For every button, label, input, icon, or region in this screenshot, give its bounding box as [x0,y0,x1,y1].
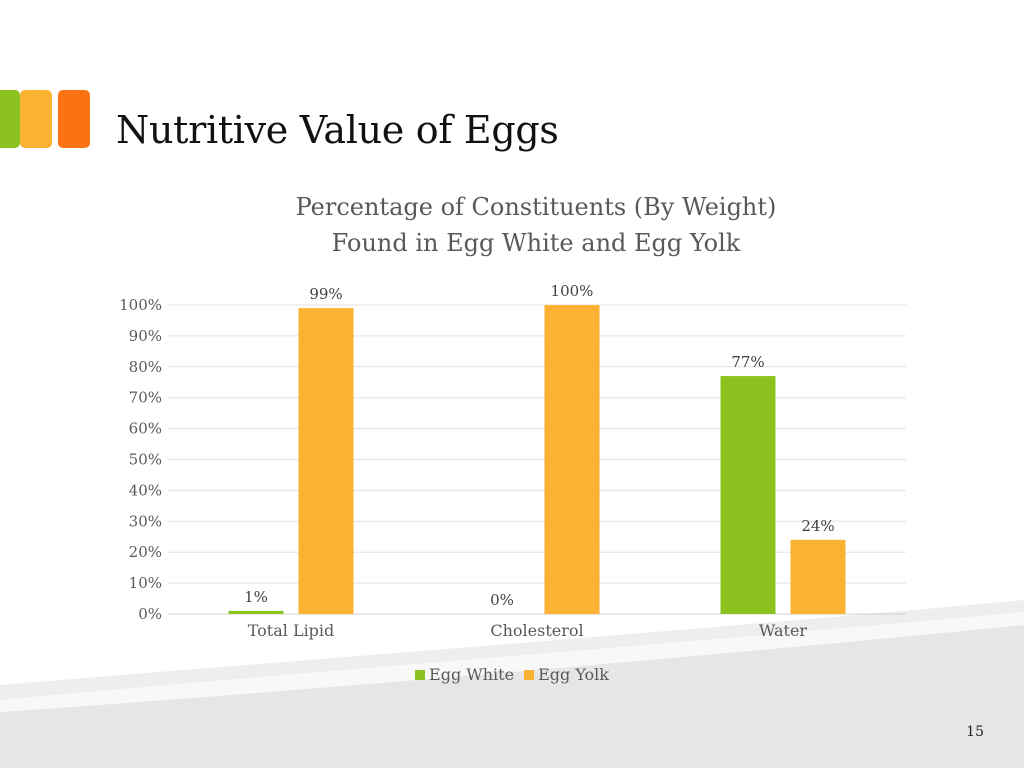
chart-legend: Egg White Egg Yolk [0,665,1024,684]
data-label: 99% [309,285,342,303]
data-label: 0% [490,591,514,609]
legend-label-egg-yolk: Egg Yolk [538,665,609,684]
legend-item-egg-yolk: Egg Yolk [524,665,609,684]
bar-egg-white [228,610,284,614]
data-label: 77% [731,353,764,371]
accent-bar-orange [58,90,90,148]
accent-bar-green [0,90,20,148]
y-tick-label: 20% [129,543,162,561]
y-tick-label: 100% [119,296,162,314]
slide-number: 15 [966,724,984,740]
data-label: 100% [551,282,594,300]
y-tick-label: 50% [129,451,162,469]
bar-egg-white [720,376,776,614]
x-tick-label: Total Lipid [248,621,335,640]
y-tick-label: 0% [138,605,162,623]
data-label: 24% [801,517,834,535]
y-tick-label: 10% [129,574,162,592]
bar-egg-yolk [298,308,354,614]
y-tick-label: 30% [129,512,162,530]
bar-egg-yolk [544,305,600,614]
y-tick-label: 90% [129,327,162,345]
y-tick-label: 40% [129,481,162,499]
y-tick-label: 70% [129,389,162,407]
legend-item-egg-white: Egg White [415,665,514,684]
x-tick-label: Water [759,621,807,640]
data-label: 1% [244,588,268,606]
chart-subtitle: Found in Egg White and Egg Yolk [331,229,741,257]
legend-swatch-egg-white [415,669,426,680]
legend-label-egg-white: Egg White [429,665,515,684]
slide-title: Nutritive Value of Eggs [116,108,559,152]
accent-bar-yellow [20,90,52,148]
y-tick-label: 60% [129,420,162,438]
y-tick-label: 80% [129,358,162,376]
x-tick-label: Cholesterol [490,621,583,640]
bar-egg-yolk [790,539,846,614]
chart-title: Percentage of Constituents (By Weight) [295,193,777,221]
legend-swatch-egg-yolk [524,669,535,680]
